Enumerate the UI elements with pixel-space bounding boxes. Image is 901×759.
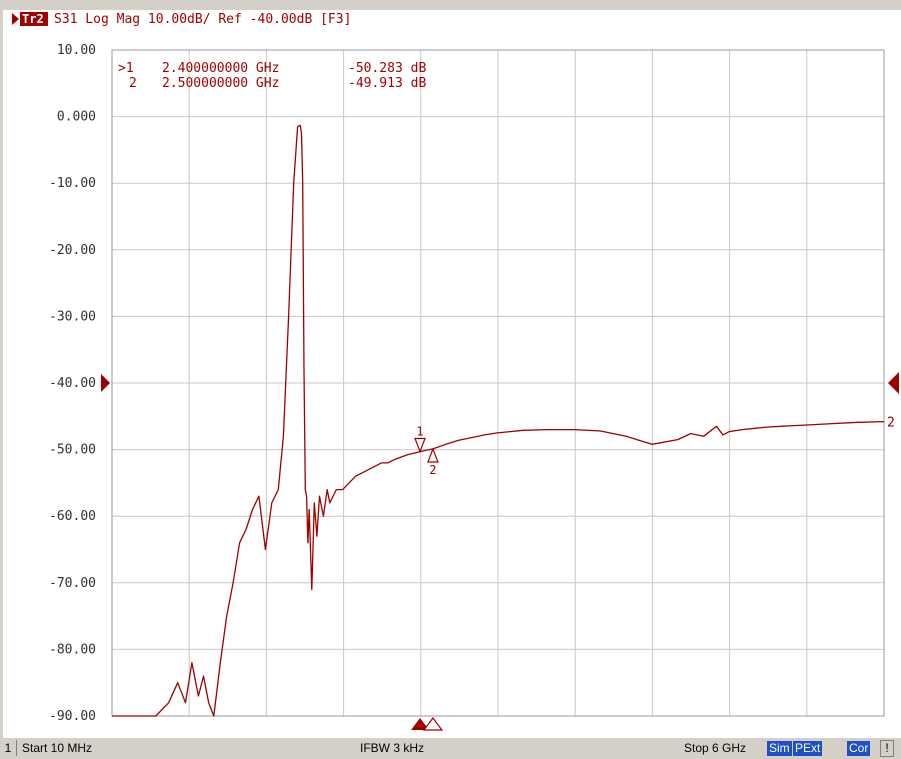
- reference-level-left-arrow-icon[interactable]: [101, 374, 110, 392]
- y-tick-label: -70.00: [49, 576, 96, 591]
- start-frequency[interactable]: Start 10 MHz: [22, 741, 93, 755]
- trace-s31-line: [112, 124, 885, 717]
- trace-badge[interactable]: [20, 12, 48, 26]
- stop-frequency[interactable]: Stop 6 GHz: [684, 741, 747, 755]
- marker-1-label: >1: [118, 61, 134, 76]
- status-bar: 1 Start 10 MHz IFBW 3 kHz Stop 6 GHz Sim…: [0, 738, 901, 759]
- y-tick-label: -90.00: [49, 709, 96, 724]
- warning-badge[interactable]: !: [880, 740, 894, 757]
- y-tick-label: -60.00: [49, 509, 96, 524]
- trace-end-label: 2: [887, 416, 895, 431]
- marker-1-symbol-icon[interactable]: [414, 437, 426, 454]
- y-tick-labels: 10.00 0.000 -10.00 -20.00 -30.00 -40.00 -50.00…: [49, 43, 96, 724]
- y-tick-label: -20.00: [49, 243, 96, 258]
- marker-2-number: 2: [429, 463, 436, 477]
- port-extension-badge[interactable]: PExt: [793, 741, 823, 756]
- trace-title: S31 Log Mag 10.00dB/ Ref -40.00dB [F3]: [54, 12, 351, 27]
- plot-border: [111, 49, 885, 717]
- y-tick-label: 10.00: [57, 43, 96, 58]
- if-bandwidth[interactable]: IFBW 3 kHz: [360, 741, 425, 755]
- y-tick-label: -10.00: [49, 176, 96, 191]
- marker-table: >1 2.400000000 GHz -50.283 dB 2 2.500000…: [118, 61, 426, 91]
- marker-1-freq: 2.400000000 GHz: [162, 61, 279, 76]
- grid: [111, 49, 885, 717]
- correction-badge[interactable]: Cor: [847, 741, 871, 756]
- plot-area: [3, 10, 901, 738]
- marker-1-number: 1: [416, 424, 423, 438]
- y-tick-label: 0.000: [57, 110, 96, 125]
- marker-2-bottom-indicator-icon[interactable]: [422, 717, 444, 731]
- marker-2-label: 2: [129, 76, 137, 91]
- trace-plot: 10.00 0.000 -10.00 -20.00 -30.00 -40.00 -50.00…: [3, 10, 901, 738]
- marker-2-value: -49.913 dB: [348, 76, 426, 91]
- sim-badge[interactable]: Sim: [767, 741, 792, 756]
- y-tick-label: -80.00: [49, 642, 96, 657]
- trace-badge-label: Tr2: [22, 12, 44, 26]
- y-tick-label: -40.00: [49, 376, 96, 391]
- y-tick-label: -50.00: [49, 443, 96, 458]
- marker-symbols: 12: [414, 424, 439, 477]
- marker-1-value: -50.283 dB: [348, 61, 426, 76]
- marker-bottom-indicators: [411, 717, 444, 731]
- y-tick-label: -30.00: [49, 309, 96, 324]
- marker-2-symbol-icon[interactable]: [427, 447, 439, 463]
- active-trace-arrow-icon: [12, 13, 19, 25]
- reference-level-right-arrow-icon[interactable]: [888, 372, 899, 394]
- marker-2-freq: 2.500000000 GHz: [162, 76, 279, 91]
- marker-1-bottom-indicator-icon[interactable]: [411, 718, 430, 730]
- channel-indicator[interactable]: 1: [2, 740, 17, 756]
